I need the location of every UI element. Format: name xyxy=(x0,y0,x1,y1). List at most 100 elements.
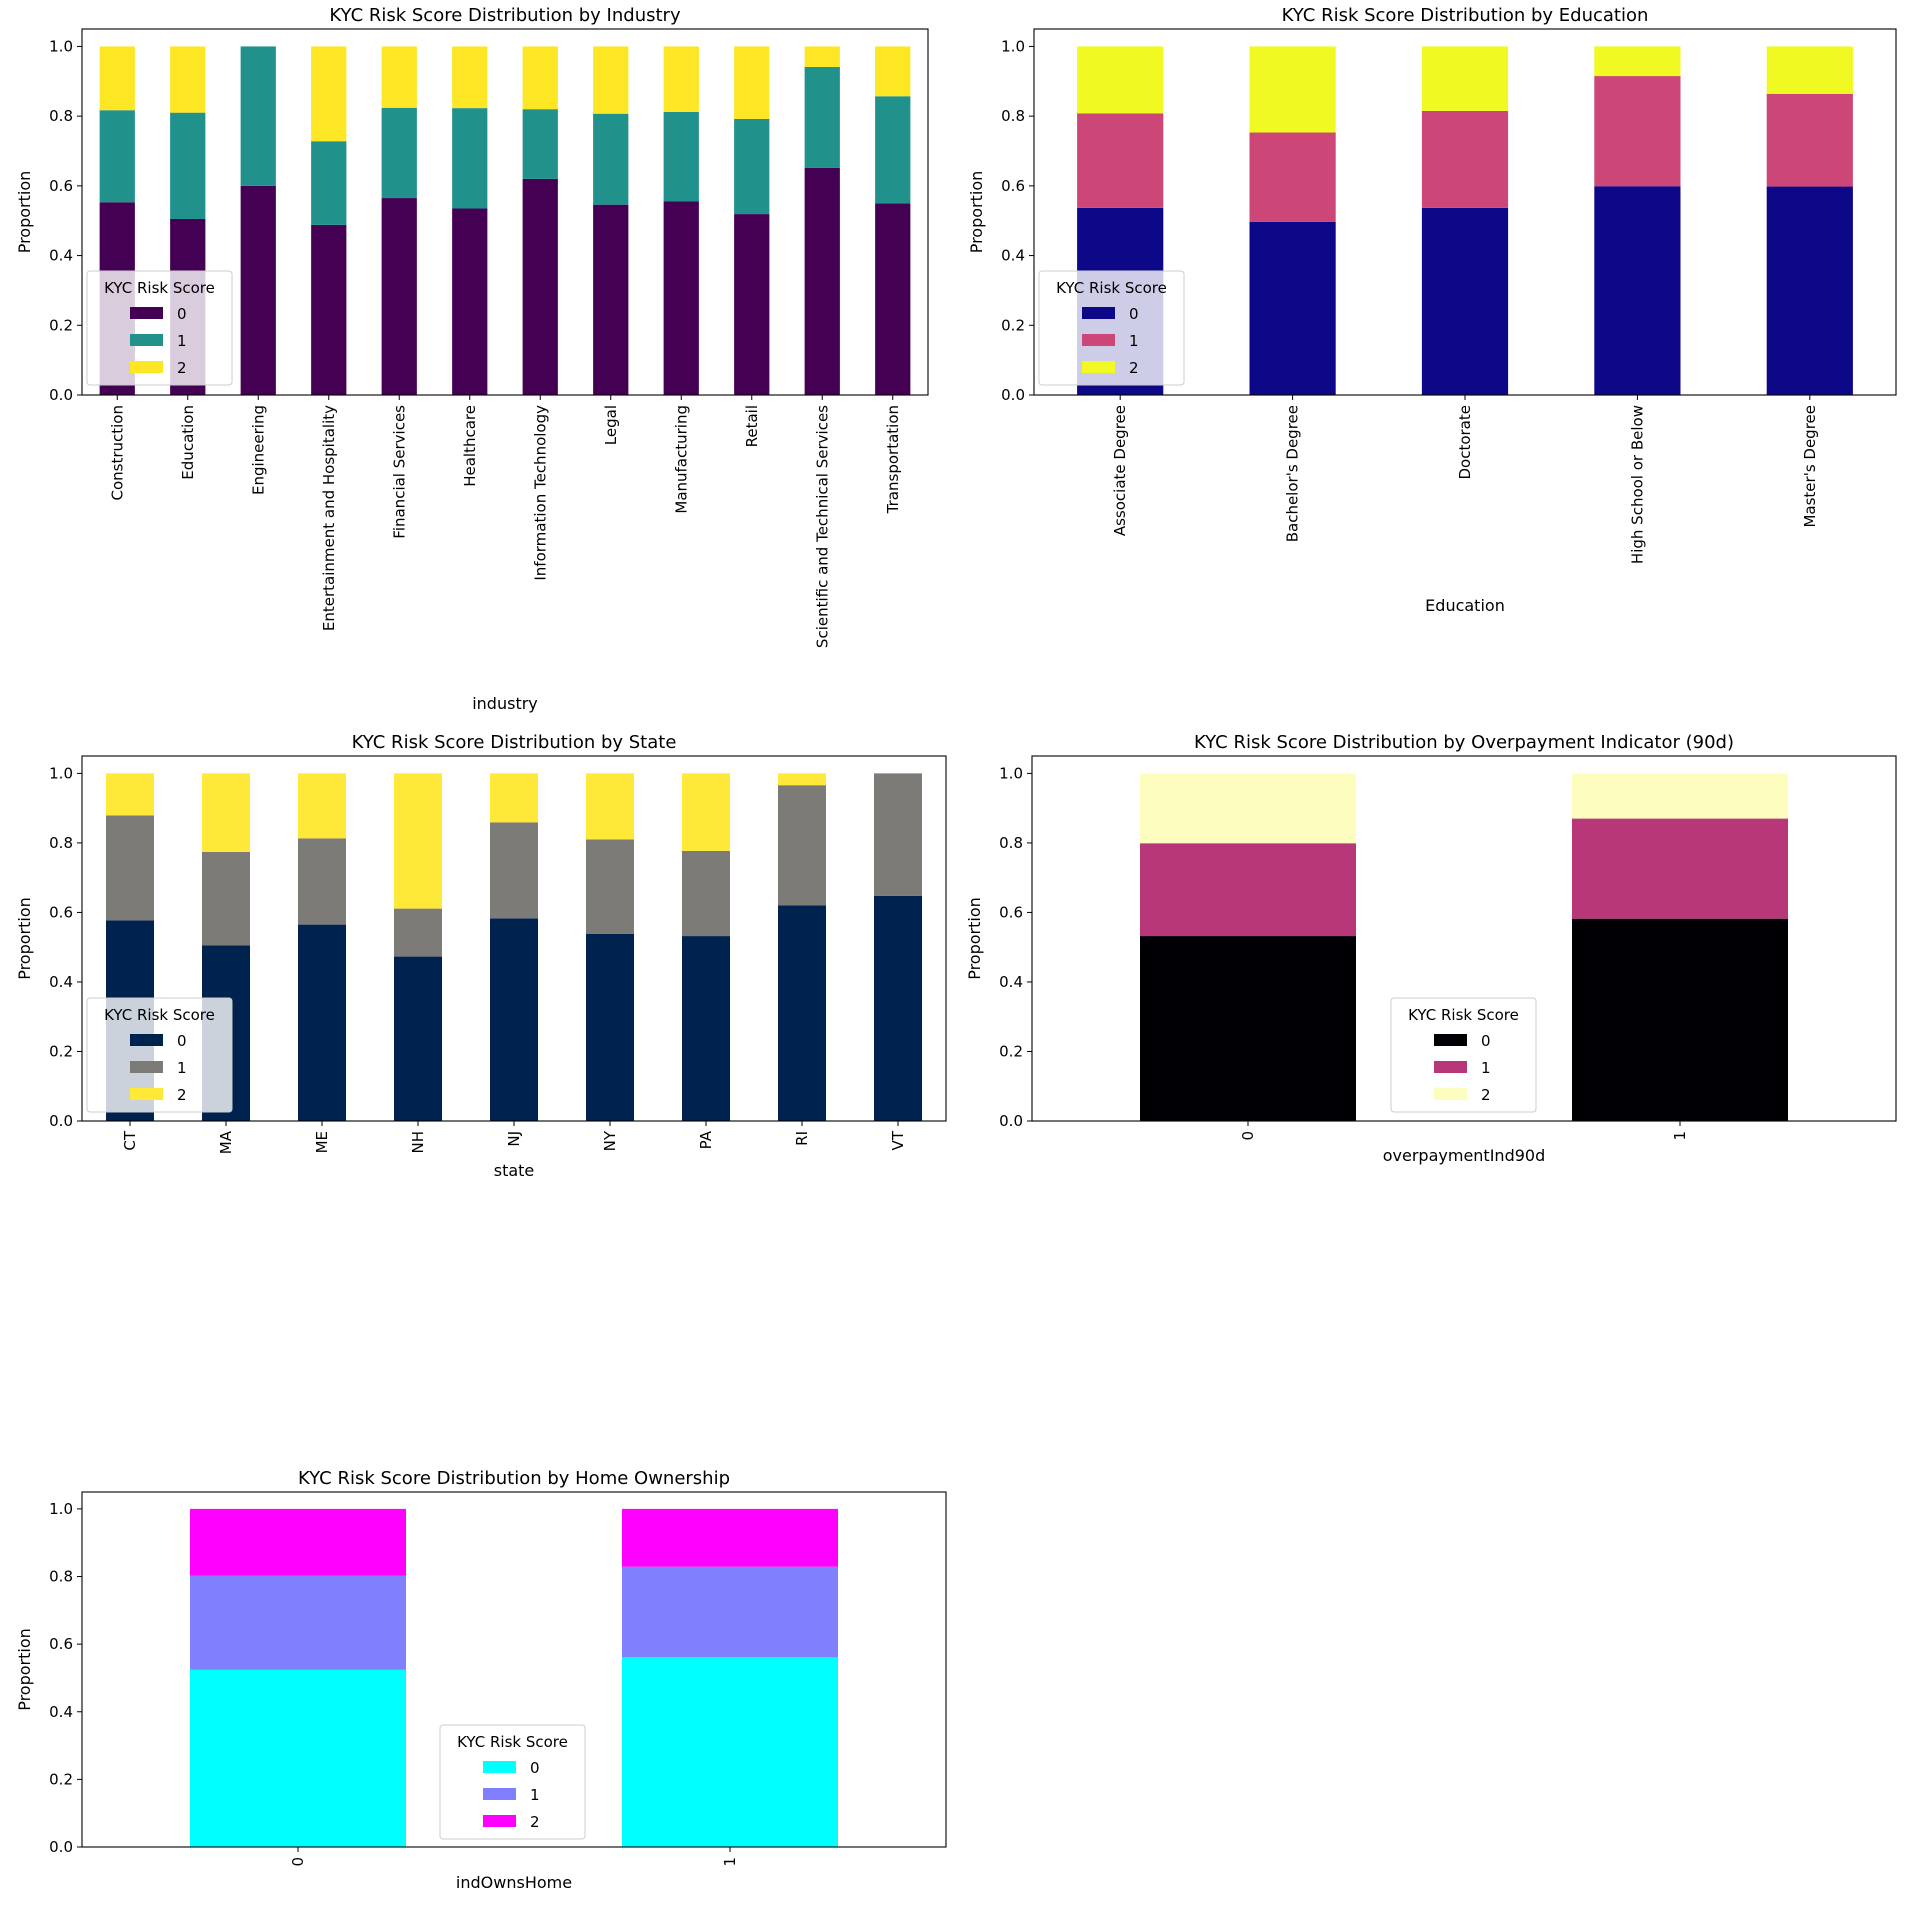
plot-frame xyxy=(1031,755,1897,1122)
x-tick-label: Doctorate xyxy=(1456,405,1474,480)
bar-scientific-and-technical-services-score-0 xyxy=(804,167,840,395)
y-tick-label: 0.0 xyxy=(49,1838,73,1856)
bar-ct-score-2 xyxy=(106,773,154,816)
y-axis-label: Proportion xyxy=(967,171,986,254)
chart-panel-4: 0.0 0.2 0.4 0.6 0.8 1.0 0 1 KYC Risk Score Distr… xyxy=(965,732,1897,1165)
legend-title: KYC Risk Score xyxy=(1056,279,1167,297)
bar-me-score-2 xyxy=(298,773,346,839)
y-tick-label: 0.6 xyxy=(49,1635,73,1653)
bar-retail-score-1 xyxy=(734,118,770,215)
bar-0-score-2 xyxy=(1140,773,1356,844)
y-axis-label: Proportion xyxy=(965,897,984,980)
bar-education-score-1 xyxy=(170,112,206,219)
legend-label-2: 2 xyxy=(177,1086,187,1104)
legend-box xyxy=(1390,997,1537,1113)
legend-label-0: 0 xyxy=(177,1032,187,1050)
bar-legal-score-1 xyxy=(593,113,629,205)
bar-financial-services-score-0 xyxy=(381,198,417,395)
legend-title: KYC Risk Score xyxy=(457,1733,568,1751)
legend-label-1: 1 xyxy=(1481,1059,1491,1077)
x-tick-label: Healthcare xyxy=(461,405,479,487)
bar-financial-services-score-2 xyxy=(381,46,417,108)
x-tick-label: Information Technology xyxy=(531,405,549,581)
bar-healthcare-score-1 xyxy=(452,108,488,209)
legend-label-2: 2 xyxy=(1129,359,1139,377)
y-tick-label: 0.8 xyxy=(999,834,1023,852)
x-axis-label: industry xyxy=(472,694,538,713)
x-tick-label: PA xyxy=(697,1130,715,1149)
y-tick-label: 0.8 xyxy=(49,1568,73,1586)
bar-associate-degree-score-1 xyxy=(1077,113,1164,208)
x-tick-label: CT xyxy=(121,1130,139,1150)
bar-entertainment-and-hospitality-score-1 xyxy=(311,141,347,225)
bar-nh-score-1 xyxy=(394,908,442,957)
legend-swatch-1 xyxy=(1434,1061,1467,1073)
x-tick-label: 0 xyxy=(1239,1131,1257,1141)
bar-manufacturing-score-0 xyxy=(663,201,699,395)
x-tick-label: Transportation xyxy=(884,405,902,514)
bar-me-score-0 xyxy=(298,924,346,1121)
bar-0-score-0 xyxy=(190,1669,406,1847)
x-tick-label: Retail xyxy=(743,405,761,447)
y-tick-label: 1.0 xyxy=(49,1500,73,1518)
legend: KYC Risk Score 0 1 2 xyxy=(86,997,233,1113)
legend-swatch-1 xyxy=(130,334,163,346)
y-tick-label: 0.0 xyxy=(1001,386,1025,404)
legend-label-0: 0 xyxy=(177,305,187,323)
bar-bachelor-s-degree-score-1 xyxy=(1249,132,1336,222)
bar-education-score-2 xyxy=(170,46,206,113)
legend-label-2: 2 xyxy=(177,359,187,377)
legend-swatch-0 xyxy=(1082,307,1115,319)
legend-swatch-0 xyxy=(1434,1034,1467,1046)
bar-engineering-score-0 xyxy=(240,185,276,395)
bar-vt-score-0 xyxy=(874,895,922,1121)
bar-bachelor-s-degree-score-0 xyxy=(1249,221,1336,395)
bar-associate-degree-score-2 xyxy=(1077,46,1164,114)
bar-ma-score-2 xyxy=(202,773,250,852)
bar-doctorate-score-0 xyxy=(1421,207,1509,395)
bar-master-s-degree-score-0 xyxy=(1766,186,1853,395)
legend: KYC Risk Score 0 1 2 xyxy=(1038,270,1185,386)
legend: KYC Risk Score 0 1 2 xyxy=(1390,997,1537,1113)
y-tick-label: 0.0 xyxy=(49,386,73,404)
x-axis-label: indOwnsHome xyxy=(456,1873,572,1892)
bar-manufacturing-score-1 xyxy=(663,111,699,202)
legend-swatch-2 xyxy=(130,1088,163,1100)
legend-swatch-0 xyxy=(130,307,163,319)
x-tick-label: Construction xyxy=(108,405,126,501)
bar-legal-score-2 xyxy=(593,46,629,114)
y-tick-label: 0.8 xyxy=(1001,107,1025,125)
legend-label-1: 1 xyxy=(530,1786,540,1804)
bar-financial-services-score-1 xyxy=(381,107,417,199)
x-tick-label: Master's Degree xyxy=(1801,405,1819,528)
bar-healthcare-score-0 xyxy=(452,208,488,395)
bar-healthcare-score-2 xyxy=(452,46,488,109)
legend-swatch-0 xyxy=(483,1761,516,1773)
bar-transportation-score-2 xyxy=(875,46,911,97)
y-tick-label: 0.2 xyxy=(999,1042,1023,1060)
y-tick-label: 0.4 xyxy=(49,973,73,991)
plot-frame xyxy=(81,1491,947,1848)
x-tick-label: Associate Degree xyxy=(1111,405,1129,536)
x-axis-label: state xyxy=(494,1161,535,1180)
legend-label-0: 0 xyxy=(530,1759,540,1777)
legend-box xyxy=(86,270,233,386)
bar-1-score-2 xyxy=(1572,773,1788,819)
x-tick-label: NH xyxy=(409,1131,427,1154)
x-tick-label: Entertainment and Hospitality xyxy=(320,405,338,631)
x-tick-label: RI xyxy=(793,1131,811,1146)
y-axis-label: Proportion xyxy=(15,897,34,980)
x-tick-label: 1 xyxy=(721,1857,739,1867)
bar-information-technology-score-0 xyxy=(522,178,558,395)
legend-label-1: 1 xyxy=(177,332,187,350)
bar-1-score-1 xyxy=(622,1566,838,1658)
chart-title: KYC Risk Score Distribution by Industry xyxy=(329,5,681,26)
y-tick-label: 0.4 xyxy=(49,1703,73,1721)
bar-scientific-and-technical-services-score-2 xyxy=(804,46,840,67)
x-tick-label: Manufacturing xyxy=(672,405,690,514)
bar-ny-score-0 xyxy=(586,933,634,1121)
legend-box xyxy=(439,1724,586,1840)
chart-panel-3: 0.0 0.2 0.4 0.6 0.8 1.0 CT MA ME NH NJ NY PA RI VT KYC … xyxy=(15,732,947,1180)
bar-high-school-or-below-score-1 xyxy=(1594,76,1681,187)
legend-swatch-2 xyxy=(483,1815,516,1827)
